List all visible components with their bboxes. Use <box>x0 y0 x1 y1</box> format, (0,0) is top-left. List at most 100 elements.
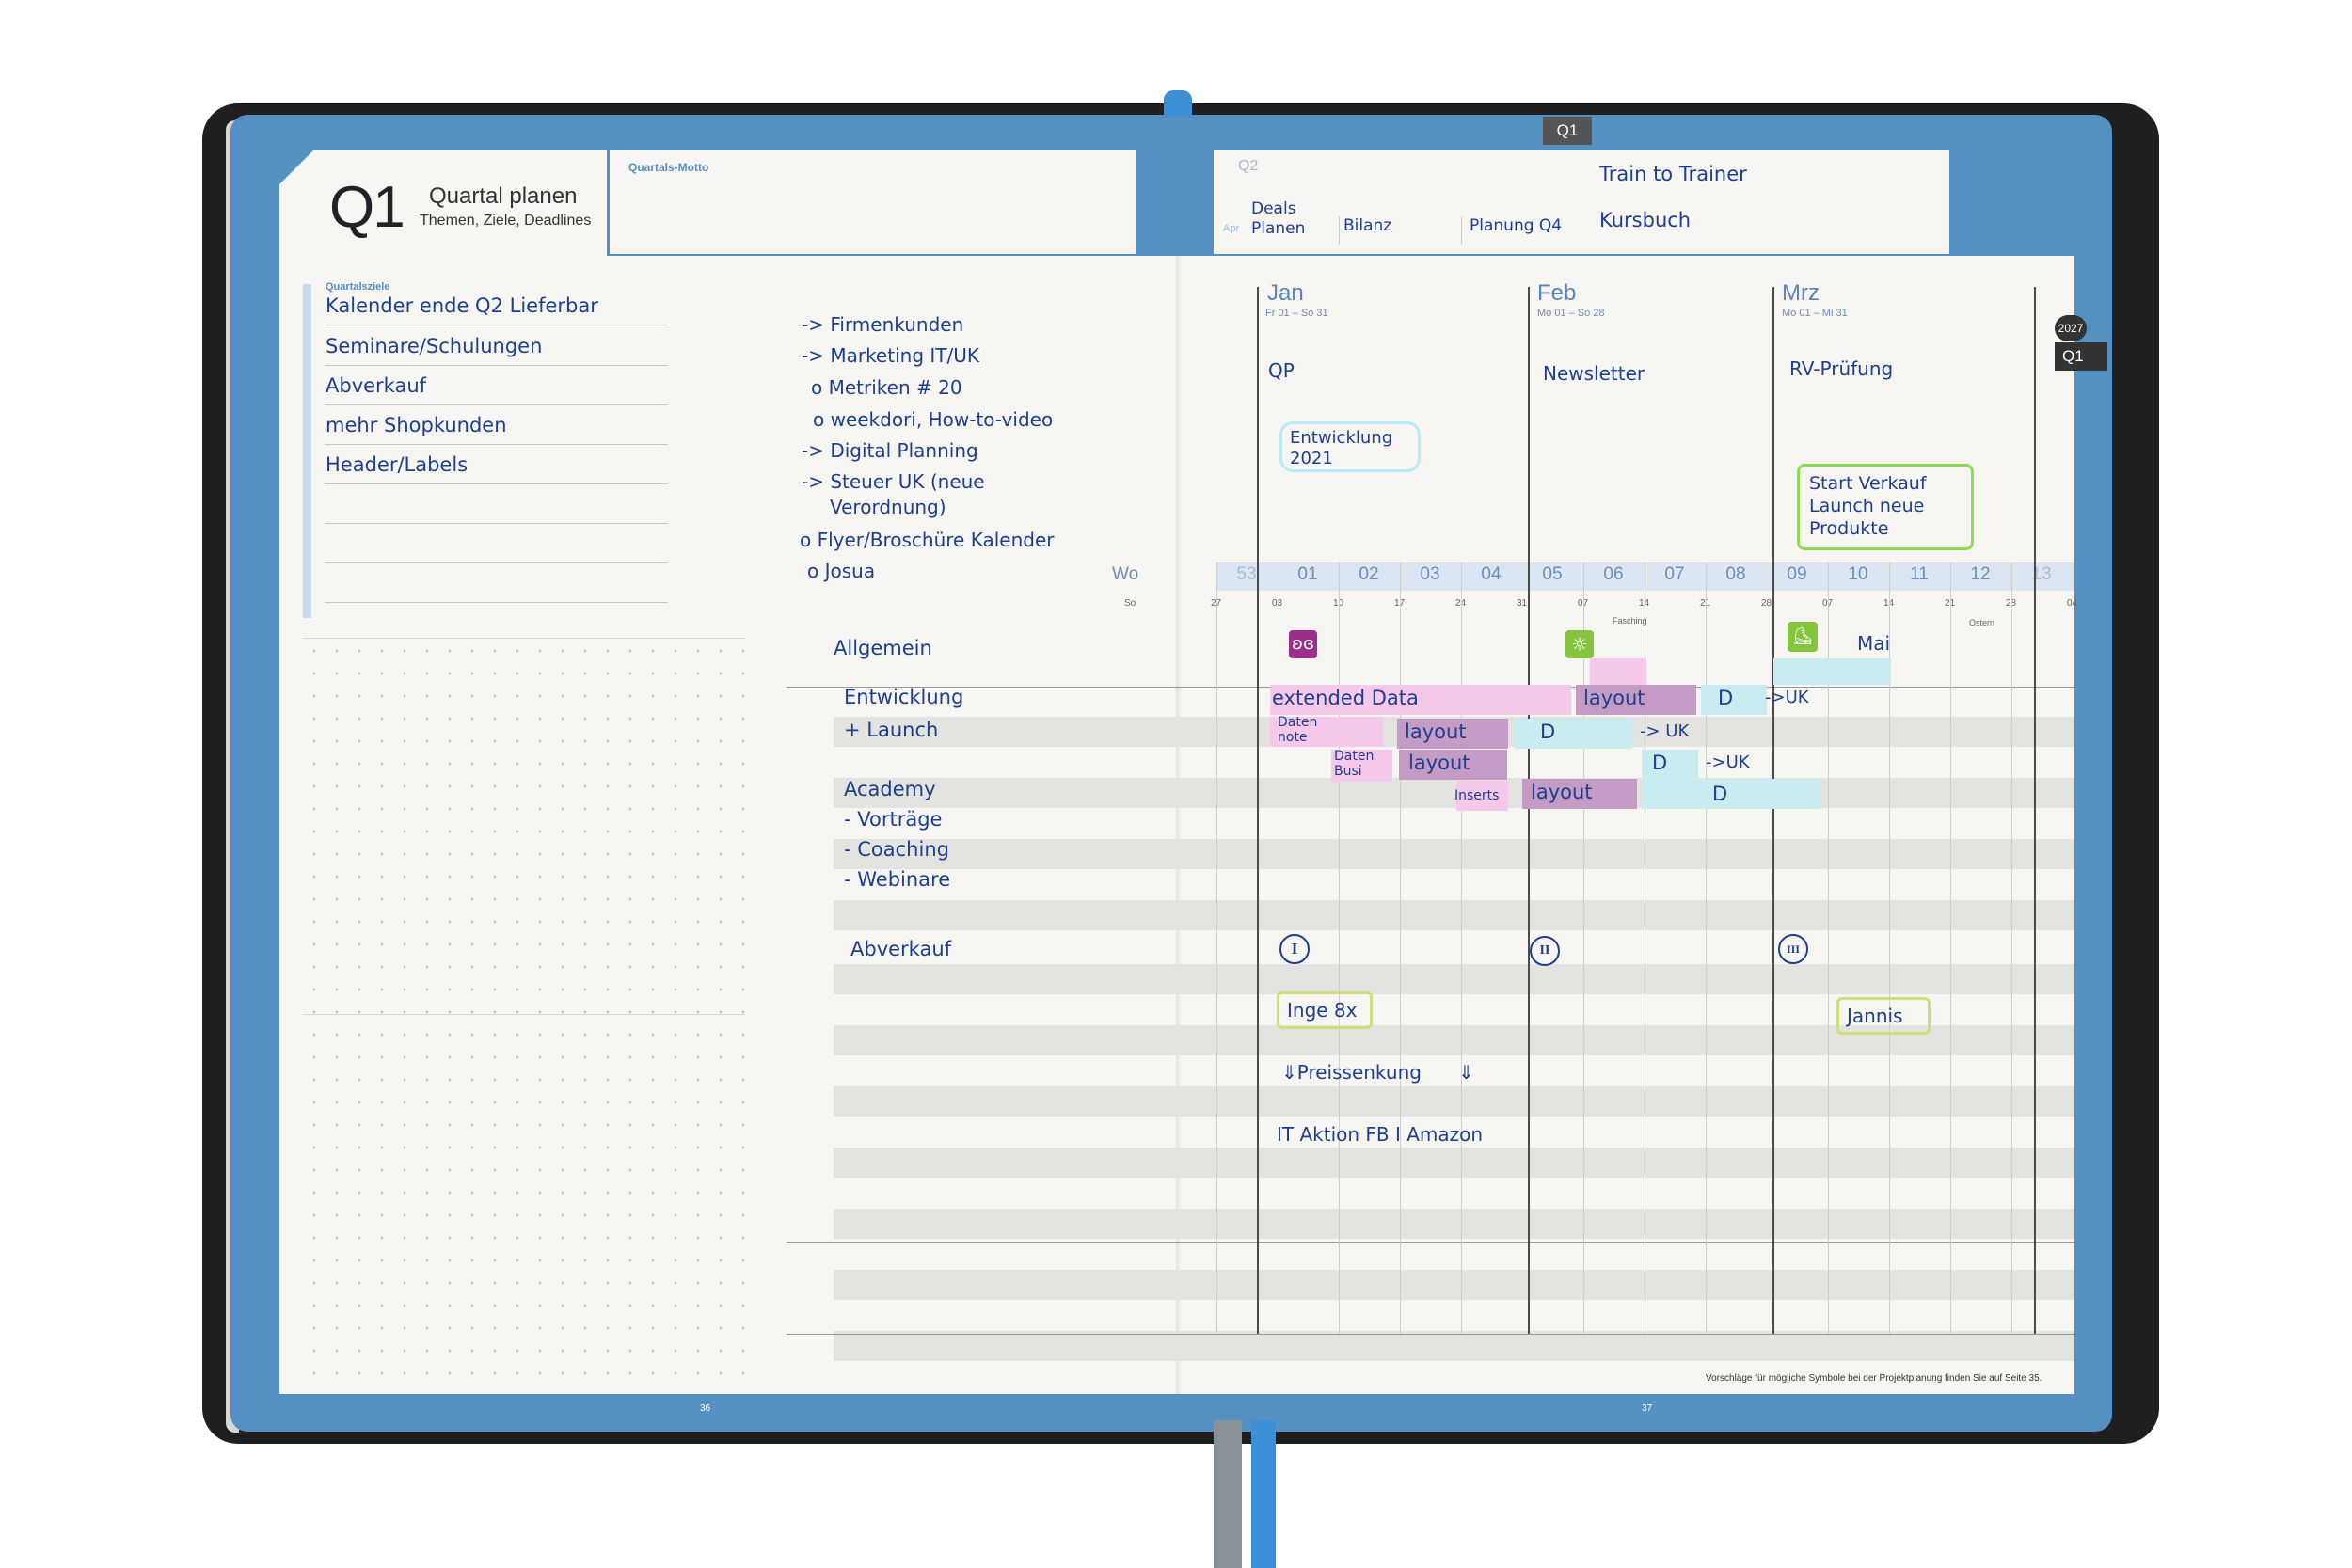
sunday-date: 21 <box>1700 598 1710 609</box>
month-divider <box>2034 287 2036 1334</box>
note-item: -> Marketing IT/UK <box>802 344 979 367</box>
week-number: 01 <box>1297 564 1318 584</box>
kursbuch-text: Kursbuch <box>1599 209 1692 231</box>
page-subtitle: Themen, Ziele, Deadlines <box>420 213 592 229</box>
d-label-1: D <box>1718 687 1734 709</box>
grid-row-stripe <box>834 964 2074 994</box>
motto-label: Quartals-Motto <box>628 161 709 174</box>
sun-icon: ☼ <box>1565 630 1594 658</box>
goal-divider <box>325 562 668 563</box>
note-item: -> Digital Planning <box>802 439 978 462</box>
it-aktion-note: IT Aktion FB I Amazon <box>1277 1123 1484 1146</box>
roman-marker: II <box>1530 936 1560 966</box>
week-number: 02 <box>1359 564 1379 584</box>
goal-divider <box>325 444 668 445</box>
row-label-allgemein: Allgemein <box>834 637 932 659</box>
week-line <box>1400 562 1401 1334</box>
note-item: o Metriken # 20 <box>811 376 962 399</box>
sunday-date: 03 <box>1272 598 1283 609</box>
week-number: 06 <box>1603 564 1624 584</box>
page-title: Quartal planen <box>429 183 578 209</box>
goal-item: Seminare/Schulungen <box>326 335 543 357</box>
note-item: o Josua <box>807 560 876 582</box>
week-line <box>1583 562 1584 1334</box>
roman-marker: III <box>1778 934 1808 964</box>
d-bar-4 <box>1642 779 1820 809</box>
quarter-title-box <box>279 150 607 259</box>
month-mrz: Mrz <box>1782 280 1820 306</box>
week-line <box>2011 562 2012 1334</box>
sunday-date: 17 <box>1394 598 1405 609</box>
layout-bar-2 <box>1397 719 1508 749</box>
grid-row-stripe <box>1179 839 2074 869</box>
note-item: -> Firmenkunden <box>802 313 964 336</box>
row-label-webinare: - Webinare <box>844 868 951 891</box>
goals-label: Quartalsziele <box>326 281 390 293</box>
week-label: Wo <box>1112 564 1139 584</box>
butterfly-icon: ʚɞ <box>1289 630 1317 658</box>
month-jan: Jan <box>1267 280 1304 306</box>
page-number-left: 36 <box>700 1403 711 1414</box>
train-box <box>1590 150 1949 254</box>
layout-bar-4 <box>1522 779 1637 809</box>
start-verkauf-note: Start Verkauf Launch neue Produkte <box>1797 464 1974 550</box>
q2-divider <box>1461 216 1462 245</box>
mai-label: Mai <box>1857 632 1891 655</box>
month-divider <box>1528 287 1530 1334</box>
goal-divider <box>325 602 668 603</box>
ribbon-blue <box>1251 1420 1276 1568</box>
row-label-coaching: - Coaching <box>844 838 949 861</box>
dot-grid-separator <box>303 1014 745 1015</box>
week-number: 09 <box>1787 564 1807 584</box>
goal-divider <box>325 483 668 484</box>
sunday-label: So <box>1124 598 1136 609</box>
grid-row-stripe <box>834 1209 2074 1239</box>
sunday-date: 14 <box>1639 598 1649 609</box>
d-bar-1 <box>1701 685 1767 715</box>
year-badge: 2027 <box>2055 315 2087 341</box>
train-text: Train to Trainer <box>1599 163 1747 185</box>
grid-row-stripe <box>834 1025 2074 1055</box>
d-bar-3 <box>1642 750 1698 780</box>
ribbon-top <box>1164 90 1192 117</box>
month-note-feb: Newsletter <box>1543 362 1645 385</box>
side-q1-tab[interactable]: Q1 <box>2055 342 2107 371</box>
bilanz: Bilanz <box>1343 216 1392 235</box>
layout-bar-1 <box>1576 685 1696 715</box>
q1-tab[interactable]: Q1 <box>1543 117 1592 145</box>
d-label-4: D <box>1712 783 1728 805</box>
week-number: 03 <box>1420 564 1440 584</box>
motto-box <box>610 150 1136 254</box>
week-number: 08 <box>1725 564 1746 584</box>
holiday-ostern: Ostern <box>1969 618 1995 627</box>
q2-divider <box>1339 216 1340 245</box>
grid-row-stripe <box>834 839 1179 869</box>
sunday-date: 04 <box>2067 598 2078 609</box>
roman-marker: I <box>1279 934 1310 964</box>
week-number: 04 <box>1481 564 1502 584</box>
page-number-right: 37 <box>1642 1403 1653 1414</box>
preissenkung-arrow: ⇓ <box>1458 1061 1474 1084</box>
goal-item: Kalender ende Q2 Lieferbar <box>326 294 598 317</box>
row-label-launch: + Launch <box>844 719 939 741</box>
extended-data-bar <box>1270 685 1571 715</box>
row-label-entwicklung: Entwicklung <box>844 686 964 708</box>
grid-row-stripe <box>834 1331 2074 1361</box>
month-feb-range: Mo 01 – So 28 <box>1537 308 1605 319</box>
grid-row-stripe <box>834 1270 2074 1300</box>
layout-label-1: layout <box>1583 687 1645 709</box>
extended-data-label: extended Data <box>1272 687 1419 709</box>
sunday-date: 31 <box>1517 598 1528 609</box>
d-label-3: D <box>1652 752 1668 774</box>
month-jan-range: Fr 01 – So 31 <box>1265 308 1328 319</box>
sunday-date: 14 <box>1883 598 1894 609</box>
q2-box <box>1214 150 1590 254</box>
goals-accent-bar <box>303 284 311 618</box>
inserts-label: Inserts <box>1454 788 1500 803</box>
month-feb: Feb <box>1537 280 1577 306</box>
sunday-date: 27 <box>1211 598 1221 609</box>
note-item: -> Steuer UK (neue <box>802 470 985 493</box>
d-label-2: D <box>1540 721 1556 743</box>
week-line <box>1889 562 1890 1334</box>
month-mrz-range: Mo 01 – Mi 31 <box>1782 308 1848 319</box>
